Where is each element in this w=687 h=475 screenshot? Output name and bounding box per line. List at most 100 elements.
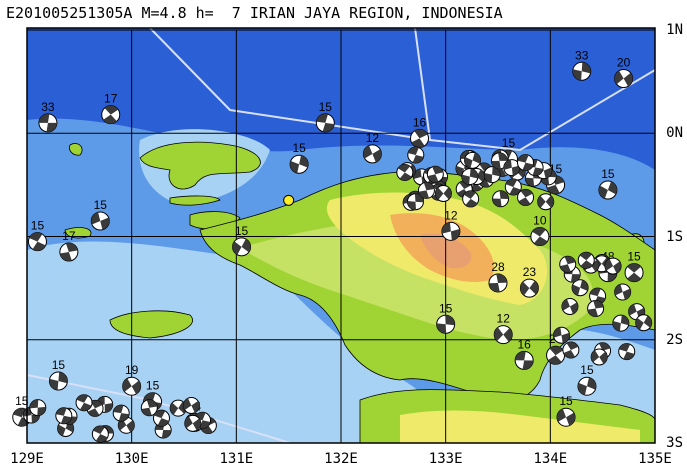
beachball-icon (396, 163, 414, 181)
island-batanta (169, 195, 221, 206)
focal-mechanism (362, 144, 382, 164)
beachball-icon (612, 314, 630, 332)
depth-label: 28 (491, 260, 505, 274)
south-hills (400, 410, 640, 443)
beachball-icon (571, 279, 589, 297)
beachball-icon (417, 181, 435, 199)
latitude-label: 3S (666, 435, 683, 451)
beachball-icon (55, 407, 73, 425)
depth-label: 33 (575, 48, 589, 62)
longitude-label: 135E (638, 451, 672, 467)
epicenter-marker (283, 194, 295, 206)
depth-label: 15 (235, 224, 249, 238)
beachball-icon (577, 251, 595, 269)
focal-mechanism (614, 69, 634, 89)
focal-mechanism (289, 154, 309, 174)
depth-label: 15 (627, 250, 641, 264)
depth-label: 20 (617, 56, 631, 70)
beachball-icon (537, 193, 555, 211)
depth-label: 15 (559, 394, 573, 408)
focal-mechanisms: 3317332015161512151515151517151210282348… (12, 48, 653, 443)
longitude-label: 134E (533, 451, 568, 467)
beachball-icon (182, 396, 200, 414)
longitude-label: 131E (219, 451, 254, 467)
latitude-label: 0N (666, 125, 683, 142)
longitude-label: 130E (114, 451, 149, 467)
depth-label: 15 (439, 301, 453, 315)
island-waigeo (139, 141, 261, 190)
beachball-icon (462, 190, 480, 208)
focal-mechanism (410, 128, 429, 148)
focal-mechanism (577, 376, 597, 396)
depth-label: 17 (104, 92, 118, 106)
focal-mechanism (315, 113, 335, 133)
depth-label: 19 (125, 363, 139, 377)
beachball-icon (152, 409, 170, 427)
beachball-icon (635, 314, 653, 332)
depth-label: 12 (497, 312, 511, 326)
depth-label: 15 (292, 141, 306, 155)
longitude-label: 132E (324, 451, 358, 467)
depth-label: 15 (601, 167, 615, 181)
focal-mechanism (59, 242, 79, 262)
beachball-icon (112, 404, 130, 422)
focal-mechanism (519, 278, 539, 298)
beachball-icon (562, 341, 580, 359)
depth-label: 17 (62, 229, 76, 243)
beachball-icon (587, 300, 605, 318)
beachball-icon (406, 193, 424, 211)
depth-label: 15 (15, 394, 29, 408)
beachball-icon (75, 394, 93, 412)
focal-mechanism (598, 180, 618, 200)
depth-label: 15 (580, 363, 594, 377)
depth-label: 15 (502, 136, 516, 150)
beachball-icon (464, 151, 482, 169)
focal-mechanism (38, 113, 58, 133)
depth-label: 15 (52, 358, 66, 372)
depth-label: 16 (517, 337, 531, 351)
beachball-icon (492, 190, 510, 208)
beachball-icon (461, 168, 479, 186)
focal-mechanism (101, 105, 121, 125)
beachball-icon (426, 165, 444, 183)
depth-label: 12 (444, 208, 458, 222)
focal-mechanism (27, 232, 47, 252)
beachball-icon (561, 298, 579, 316)
focal-mechanism (572, 61, 592, 81)
beachball-icon (407, 146, 425, 164)
focal-mechanism (488, 273, 508, 293)
latitude-label: 2S (666, 331, 683, 348)
focal-mechanism (493, 325, 513, 345)
beachball-icon (434, 184, 452, 202)
beachball-icon (517, 154, 535, 172)
beachball-icon (490, 152, 508, 170)
island-gag (69, 143, 83, 156)
beachball-icon (604, 257, 622, 275)
focal-mechanism (624, 263, 644, 283)
depth-label: 15 (94, 198, 108, 212)
beachball-icon (91, 425, 109, 443)
beachball-icon (559, 255, 577, 273)
map-border (26, 27, 656, 444)
depth-label: 16 (413, 115, 427, 129)
latitude-label: 1S (666, 228, 683, 245)
beachball-icon (618, 343, 636, 361)
depth-label: 10 (533, 214, 547, 228)
depth-label: 33 (41, 100, 55, 114)
depth-label: 12 (366, 131, 380, 145)
beachball-icon (517, 188, 535, 206)
depth-label: 15 (31, 219, 45, 233)
focal-mechanism (514, 350, 534, 370)
depth-label: 15 (146, 379, 160, 393)
longitude-label: 129E (10, 451, 44, 467)
latitude-label: 1N (666, 22, 683, 38)
focal-mechanism (48, 371, 68, 391)
focal-mechanism (530, 227, 550, 246)
beachball-icon (553, 326, 571, 344)
beachball-icon (504, 178, 522, 196)
focal-mechanism (556, 407, 576, 427)
beachball-icon (140, 399, 158, 417)
depth-label: 15 (319, 100, 333, 114)
beachball-icon (590, 348, 608, 366)
